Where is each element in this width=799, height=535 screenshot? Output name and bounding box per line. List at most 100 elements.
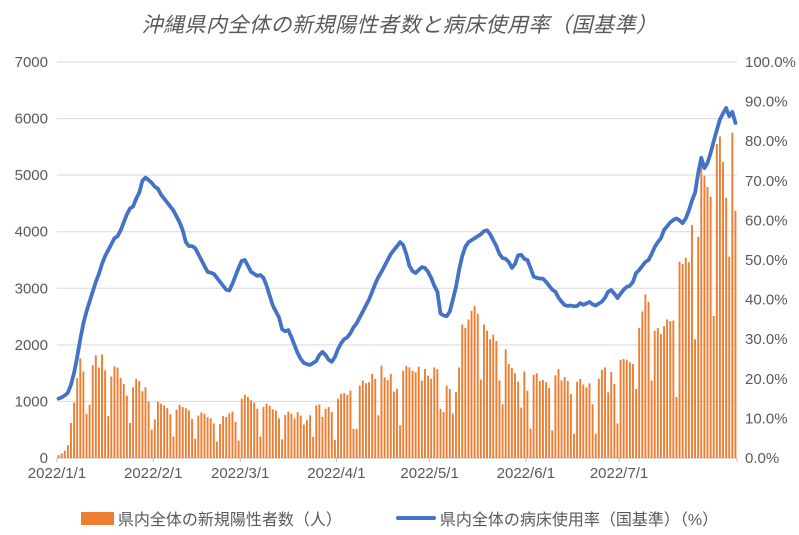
bar <box>250 400 253 458</box>
bar <box>470 310 473 458</box>
bar <box>284 415 287 458</box>
bar <box>439 408 442 458</box>
y-axis-left-tick-label: 4000 <box>15 224 48 241</box>
bar <box>523 371 526 458</box>
bar <box>461 324 464 458</box>
bar <box>489 339 492 458</box>
bar <box>632 364 634 458</box>
bar <box>628 362 631 458</box>
y-axis-right-tick-label: 30.0% <box>745 331 788 348</box>
bar <box>104 370 107 458</box>
bar <box>389 373 392 458</box>
bar <box>306 420 308 458</box>
bar <box>60 453 63 458</box>
bar <box>287 411 290 458</box>
bar <box>517 381 520 458</box>
bar <box>150 429 153 458</box>
bar <box>57 455 60 458</box>
bar <box>293 418 296 458</box>
bar <box>402 370 405 458</box>
bar <box>684 257 687 458</box>
bar <box>619 360 622 458</box>
bar <box>333 440 336 458</box>
bar <box>417 366 420 458</box>
bar <box>607 392 610 458</box>
bar <box>309 415 312 458</box>
bar <box>129 422 131 458</box>
bar <box>681 263 684 458</box>
bar <box>271 409 274 458</box>
bar <box>535 373 538 458</box>
bar <box>88 404 91 458</box>
bar <box>321 416 324 458</box>
bar <box>337 398 339 458</box>
bar <box>638 327 641 458</box>
bar <box>510 368 513 458</box>
bar <box>573 433 575 458</box>
bar <box>91 365 94 458</box>
legend-item-cases: 県内全体の新規陽性者数（人） <box>80 506 342 530</box>
bar <box>212 423 215 458</box>
bar <box>433 367 436 458</box>
bar <box>172 436 175 458</box>
bar <box>110 376 113 458</box>
bar <box>650 380 653 458</box>
bar <box>383 377 386 458</box>
bar <box>222 416 225 458</box>
bar <box>194 438 197 458</box>
bar <box>455 392 457 458</box>
bar <box>610 372 613 458</box>
bar <box>349 390 352 458</box>
y-axis-left-tick-label: 7000 <box>15 54 48 71</box>
bar <box>63 450 66 458</box>
bar <box>482 324 485 458</box>
bar <box>160 403 162 458</box>
y-axis-left-tick-label: 5000 <box>15 167 48 184</box>
bar <box>302 424 305 458</box>
bar <box>330 412 333 458</box>
bar <box>122 383 125 458</box>
bar <box>169 414 172 458</box>
bar <box>299 415 302 458</box>
bar <box>361 380 364 458</box>
bar <box>296 412 299 458</box>
bar <box>548 387 551 458</box>
y-axis-right-tick-label: 60.0% <box>745 212 788 229</box>
bar <box>197 415 200 458</box>
y-axis-left-tick-label: 6000 <box>15 111 48 128</box>
bar <box>240 398 243 458</box>
bar <box>274 410 277 458</box>
bar <box>231 411 234 458</box>
bar <box>209 418 212 458</box>
bar <box>259 436 262 458</box>
bar <box>107 416 110 458</box>
bar <box>529 428 532 458</box>
bar <box>408 367 411 458</box>
bar <box>507 364 510 458</box>
bar <box>451 413 454 458</box>
bar <box>97 367 100 458</box>
bar <box>728 256 731 458</box>
bar <box>591 404 594 458</box>
bar <box>76 378 79 458</box>
bar <box>219 424 221 458</box>
bar <box>520 407 523 458</box>
bar <box>715 144 718 458</box>
bar <box>380 365 383 458</box>
bar <box>554 375 557 458</box>
bar <box>113 366 116 458</box>
bar <box>579 378 582 458</box>
bar <box>514 373 516 458</box>
bar <box>613 383 616 458</box>
bar <box>725 197 728 458</box>
bar <box>352 428 355 458</box>
bar <box>656 327 659 458</box>
bar <box>424 369 426 458</box>
bar <box>436 369 439 458</box>
bar <box>414 372 417 458</box>
y-axis-right-tick-label: 0.0% <box>745 450 779 467</box>
bar <box>442 411 445 458</box>
bar <box>66 445 69 458</box>
bar <box>669 321 672 458</box>
